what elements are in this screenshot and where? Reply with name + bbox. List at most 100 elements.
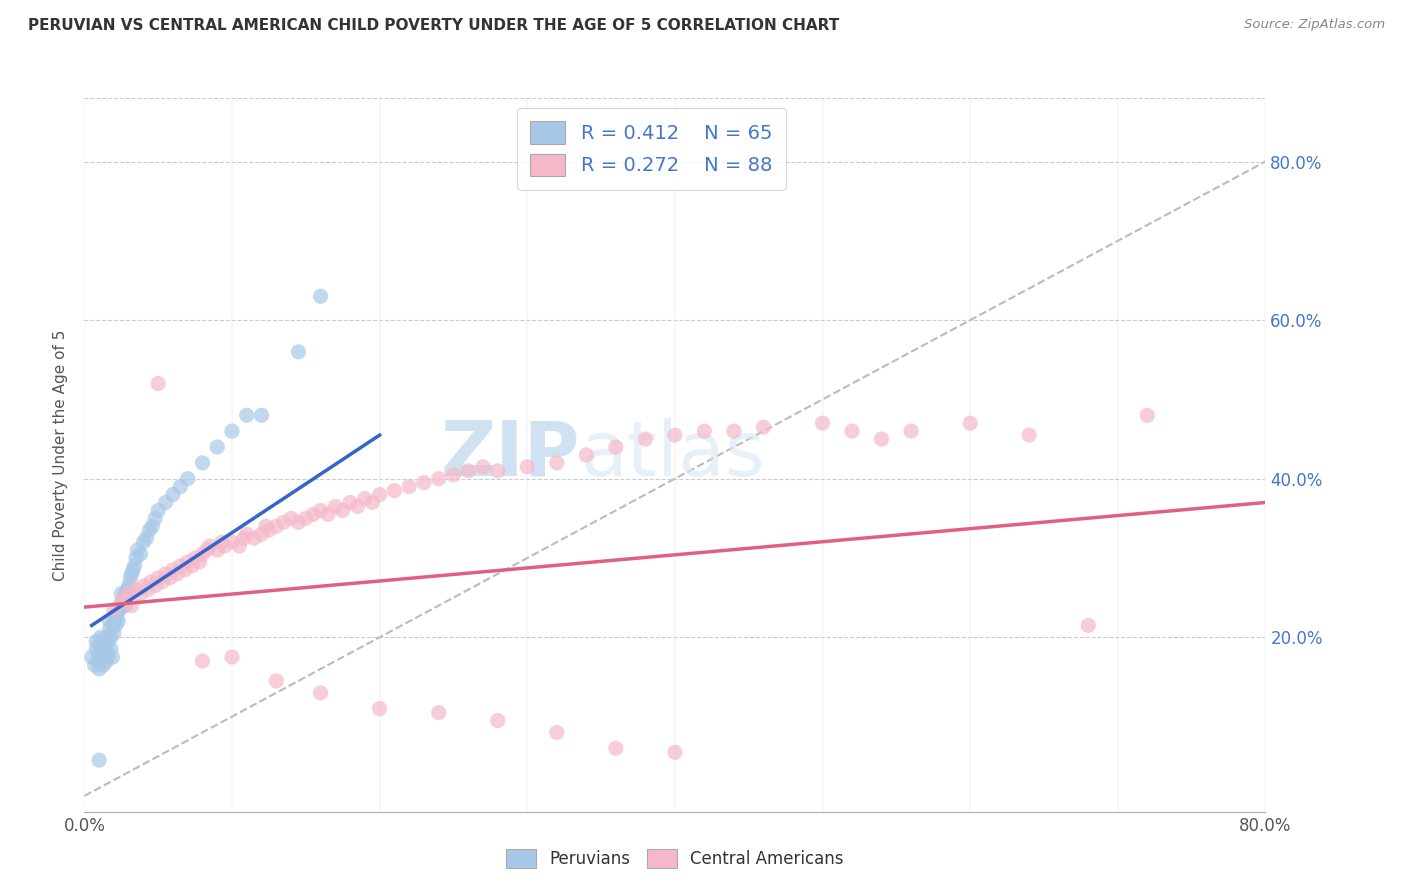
Point	[155, 495, 177, 509]
Point	[98, 623, 121, 637]
Point	[273, 516, 295, 530]
Point	[177, 555, 200, 569]
Point	[103, 615, 125, 629]
Point	[135, 531, 157, 545]
Point	[228, 539, 250, 553]
Y-axis label: Child Poverty Under the Age of 5: Child Poverty Under the Age of 5	[53, 329, 69, 581]
Point	[89, 638, 111, 652]
Point	[129, 547, 152, 561]
Point	[221, 650, 243, 665]
Point	[257, 523, 280, 537]
Point	[191, 547, 214, 561]
Point	[141, 519, 163, 533]
Point	[486, 714, 509, 728]
Point	[198, 539, 221, 553]
Point	[723, 424, 745, 438]
Point	[959, 416, 981, 430]
Point	[105, 607, 128, 621]
Point	[181, 558, 204, 573]
Point	[97, 634, 120, 648]
Point	[546, 456, 568, 470]
Point	[105, 610, 128, 624]
Point	[236, 409, 259, 423]
Point	[368, 487, 391, 501]
Point	[169, 558, 191, 573]
Point	[264, 519, 288, 533]
Point	[120, 571, 142, 585]
Point	[114, 587, 136, 601]
Point	[103, 626, 125, 640]
Point	[1018, 428, 1040, 442]
Point	[575, 448, 598, 462]
Point	[169, 480, 191, 494]
Point	[148, 376, 170, 391]
Point	[841, 424, 863, 438]
Point	[441, 467, 464, 482]
Point	[332, 503, 354, 517]
Point	[191, 654, 214, 668]
Point	[413, 475, 436, 490]
Point	[139, 574, 162, 589]
Point	[110, 594, 132, 608]
Point	[148, 571, 170, 585]
Point	[309, 503, 332, 517]
Point	[127, 543, 149, 558]
Point	[138, 523, 160, 537]
Point	[96, 630, 118, 644]
Point	[94, 638, 117, 652]
Point	[101, 650, 124, 665]
Point	[84, 642, 107, 657]
Point	[427, 472, 450, 486]
Point	[191, 456, 214, 470]
Point	[93, 634, 115, 648]
Point	[159, 571, 181, 585]
Point	[250, 409, 273, 423]
Point	[634, 432, 657, 446]
Point	[100, 630, 122, 644]
Point	[427, 706, 450, 720]
Point	[136, 582, 159, 597]
Point	[104, 618, 127, 632]
Point	[121, 599, 143, 613]
Point	[221, 535, 243, 549]
Point	[664, 428, 686, 442]
Point	[184, 551, 207, 566]
Point	[173, 563, 195, 577]
Point	[361, 495, 384, 509]
Point	[152, 574, 174, 589]
Point	[118, 579, 141, 593]
Point	[316, 508, 339, 522]
Point	[155, 566, 177, 581]
Point	[166, 566, 188, 581]
Text: ZIP: ZIP	[441, 418, 581, 491]
Point	[752, 420, 775, 434]
Point	[125, 582, 148, 597]
Point	[214, 539, 236, 553]
Point	[309, 289, 332, 303]
Point	[94, 646, 117, 660]
Point	[91, 642, 114, 657]
Point	[103, 602, 125, 616]
Text: PERUVIAN VS CENTRAL AMERICAN CHILD POVERTY UNDER THE AGE OF 5 CORRELATION CHART: PERUVIAN VS CENTRAL AMERICAN CHILD POVER…	[28, 18, 839, 33]
Point	[110, 599, 132, 613]
Point	[870, 432, 893, 446]
Point	[84, 634, 107, 648]
Point	[398, 480, 420, 494]
Point	[115, 582, 138, 597]
Point	[264, 673, 288, 688]
Point	[221, 424, 243, 438]
Point	[346, 500, 368, 514]
Point	[302, 508, 325, 522]
Point	[143, 579, 166, 593]
Point	[91, 650, 114, 665]
Point	[89, 753, 111, 767]
Point	[605, 741, 627, 756]
Point	[195, 543, 218, 558]
Point	[1136, 409, 1159, 423]
Point	[693, 424, 716, 438]
Point	[243, 531, 266, 545]
Point	[132, 579, 155, 593]
Point	[121, 566, 143, 581]
Point	[122, 563, 145, 577]
Point	[339, 495, 361, 509]
